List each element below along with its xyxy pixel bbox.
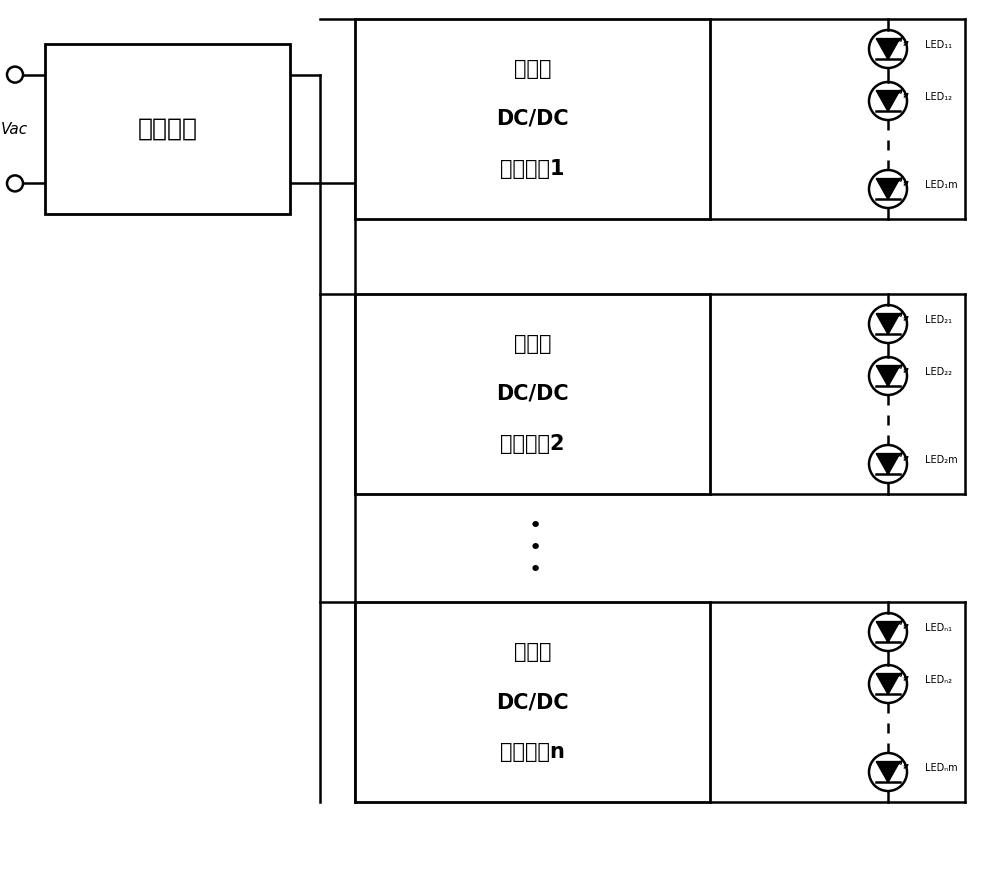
Polygon shape: [876, 366, 900, 386]
Text: LED₂₂: LED₂₂: [925, 367, 952, 377]
Text: DC/DC: DC/DC: [496, 109, 569, 129]
Text: LED₁m: LED₁m: [925, 180, 958, 190]
Text: LEDₙ₁: LEDₙ₁: [925, 623, 952, 633]
Text: •: •: [528, 560, 542, 580]
Polygon shape: [876, 179, 900, 200]
Text: 非隔离: 非隔离: [514, 642, 551, 662]
Polygon shape: [876, 674, 900, 695]
Text: 恒流电路1: 恒流电路1: [500, 159, 565, 179]
Bar: [355, 19, 710, 219]
Text: •: •: [528, 538, 542, 558]
Text: Vac: Vac: [0, 121, 28, 136]
Polygon shape: [876, 90, 900, 111]
Bar: [355, 602, 710, 802]
Text: 恒流电路n: 恒流电路n: [500, 742, 565, 762]
Text: 非隔离: 非隔离: [514, 334, 551, 354]
Text: LED₁₂: LED₁₂: [925, 92, 952, 102]
Text: LED₂m: LED₂m: [925, 455, 958, 465]
Polygon shape: [876, 621, 900, 643]
Polygon shape: [876, 453, 900, 475]
Text: 恒压模块: 恒压模块: [138, 117, 198, 141]
Text: •: •: [528, 516, 542, 536]
Text: LED₂₁: LED₂₁: [925, 315, 952, 325]
Polygon shape: [876, 39, 900, 59]
Polygon shape: [876, 761, 900, 782]
Text: DC/DC: DC/DC: [496, 692, 569, 712]
Text: DC/DC: DC/DC: [496, 384, 569, 404]
Text: 恒流电路2: 恒流电路2: [500, 434, 565, 454]
Text: LED₁₁: LED₁₁: [925, 40, 952, 50]
Text: LEDₙm: LEDₙm: [925, 763, 958, 773]
Text: 非隔离: 非隔离: [514, 59, 551, 79]
Polygon shape: [876, 314, 900, 334]
Bar: [355, 294, 710, 494]
Text: LEDₙ₂: LEDₙ₂: [925, 675, 952, 685]
Bar: [45, 44, 290, 214]
